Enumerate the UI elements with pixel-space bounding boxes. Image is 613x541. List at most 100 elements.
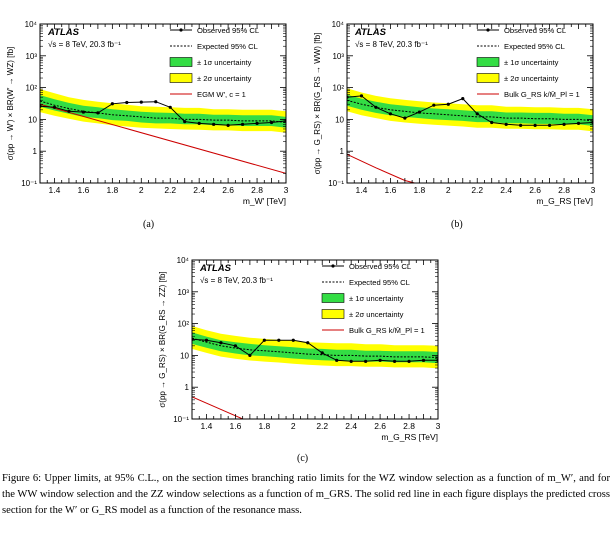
x-tick-label: 2.2: [316, 421, 328, 431]
observed-point: [349, 359, 353, 363]
energy-lumi-label: √s = 8 TeV, 20.3 fb⁻¹: [355, 40, 428, 49]
observed-point: [262, 338, 266, 342]
x-axis-title: m_G_RS [TeV]: [381, 432, 438, 442]
observed-limit-line: [347, 95, 593, 126]
observed-point: [475, 112, 479, 116]
theory-prediction-line: [347, 153, 417, 183]
observed-limit-line: [192, 338, 438, 362]
y-tick-label: 10⁻¹: [328, 179, 344, 188]
x-tick-label: 2.4: [345, 421, 357, 431]
x-tick-label: 2.4: [500, 185, 512, 195]
plot-area: [347, 88, 593, 183]
x-tick-label: 2: [446, 185, 451, 195]
observed-point: [359, 94, 364, 98]
legend-two-sigma-swatch: [169, 73, 193, 83]
observed-point: [67, 109, 71, 113]
y-tick-label: 10²: [177, 320, 189, 329]
observed-point: [277, 338, 281, 342]
y-axis-title: σ(pp → W′) × BR(W′ → WZ) [fb]: [6, 47, 15, 161]
y-tick-label: 10⁴: [177, 256, 190, 265]
x-axis-title: m_W′ [TeV]: [243, 196, 286, 206]
y-tick-label: 10³: [177, 288, 189, 297]
limit-plot-wz: 1.4 1.6 1.8 2 2.2 2.4 2.6 2.8 3 10⁻¹ 1 10 10² 10³ 10⁴ m…: [6, 20, 289, 206]
y-tick-label: 10: [28, 115, 37, 124]
legend-two-sigma-text: ± 2σ uncertainty: [197, 74, 252, 83]
legend-one-sigma-swatch: [169, 57, 193, 67]
legend-expected-text: Expected 95% CL: [197, 42, 258, 51]
x-tick-label: 1.8: [413, 185, 425, 195]
one-sigma-band: [192, 332, 438, 364]
observed-point: [154, 100, 158, 104]
figure-panel-c: 1.4 1.6 1.8 2 2.2 2.4 2.6 2.8 3 10⁻¹ 1 10 10² 10³ 10⁴ m…: [152, 236, 452, 451]
energy-lumi-label: √s = 8 TeV, 20.3 fb⁻¹: [200, 276, 273, 285]
observed-point: [168, 105, 172, 109]
observed-point: [403, 116, 407, 120]
observed-point: [392, 359, 397, 363]
legend-observed-marker: [486, 28, 490, 32]
x-tick-label: 2.6: [529, 185, 541, 195]
observed-point: [219, 341, 223, 345]
observed-point: [562, 122, 566, 126]
observed-point: [364, 359, 368, 363]
observed-point: [269, 120, 274, 125]
observed-point: [52, 105, 57, 109]
figure-panel-a: 1.4 1.6 1.8 2 2.2 2.4 2.6 2.8 3 10⁻¹ 1 10 10² 10³ 10⁴ m…: [0, 0, 300, 215]
x-tick-label: 1.4: [356, 185, 368, 195]
observed-point: [432, 103, 436, 107]
observed-point: [204, 338, 209, 342]
x-tick-label: 2.6: [374, 421, 386, 431]
one-sigma-band: [40, 95, 286, 128]
x-tick-label: 1.8: [106, 185, 118, 195]
atlas-label: ATLAS: [47, 27, 80, 38]
x-tick-label: 1.6: [384, 185, 396, 195]
legend-observed-text: Observed 95% CL: [197, 26, 259, 35]
x-tick-label: 2.8: [558, 185, 570, 195]
y-tick-label: 1: [33, 147, 38, 156]
y-tick-label: 10⁻¹: [21, 179, 37, 188]
y-tick-label: 10²: [25, 84, 37, 93]
observed-point: [374, 105, 378, 109]
observed-point: [81, 110, 86, 114]
x-tick-label: 1.8: [258, 421, 270, 431]
atlas-label: ATLAS: [354, 27, 387, 38]
x-tick-label: 1.6: [229, 421, 241, 431]
x-tick-label: 2.2: [164, 185, 176, 195]
figure-caption: Figure 6: Upper limits, at 95% C.L., on …: [2, 471, 610, 519]
legend-theory-text: EGM W′, c = 1: [197, 90, 246, 99]
observed-point: [421, 358, 426, 362]
y-tick-label: 10⁻¹: [173, 415, 189, 424]
legend-observed-marker: [179, 28, 183, 32]
x-tick-label: 2.2: [471, 185, 483, 195]
legend-one-sigma-text: ± 1σ uncertainty: [504, 58, 559, 67]
x-tick-label: 2.4: [193, 185, 205, 195]
observed-point: [446, 102, 450, 106]
observed-point: [139, 100, 143, 104]
legend-two-sigma-text: ± 2σ uncertainty: [504, 74, 559, 83]
observed-point: [197, 121, 201, 125]
x-tick-label: 1.4: [201, 421, 213, 431]
x-tick-label: 3: [284, 185, 289, 195]
x-tick-label: 2.6: [222, 185, 234, 195]
legend-one-sigma-text: ± 1σ uncertainty: [197, 58, 252, 67]
legend-two-sigma-swatch: [321, 309, 345, 319]
legend-observed-marker: [331, 264, 335, 268]
panel-c-label: (c): [297, 453, 309, 464]
x-tick-label: 1.4: [49, 185, 61, 195]
legend-two-sigma-text: ± 2σ uncertainty: [349, 310, 404, 319]
observed-point: [96, 111, 100, 115]
observed-point: [490, 120, 494, 125]
expected-limit-line: [192, 337, 438, 359]
y-axis-title: σ(pp → G_RS) × BR(G_RS → ZZ) [fb]: [158, 271, 167, 407]
figure-panel-b: 1.4 1.6 1.8 2 2.2 2.4 2.6 2.8 3 10⁻¹ 1 10 10² 10³ 10⁴ m…: [307, 0, 607, 215]
observed-point: [461, 97, 465, 101]
observed-point: [291, 338, 295, 342]
theory-prediction-line: [40, 103, 286, 174]
x-tick-label: 2.8: [403, 421, 415, 431]
y-tick-label: 10: [335, 115, 344, 124]
y-axis-title: σ(pp → G_RS) × BR(G_RS → WW) [fb]: [313, 33, 322, 175]
panel-a-label: (a): [143, 219, 155, 230]
y-tick-label: 10: [180, 351, 189, 360]
observed-point: [255, 121, 259, 125]
y-tick-label: 10³: [25, 52, 37, 61]
observed-point: [576, 121, 581, 125]
